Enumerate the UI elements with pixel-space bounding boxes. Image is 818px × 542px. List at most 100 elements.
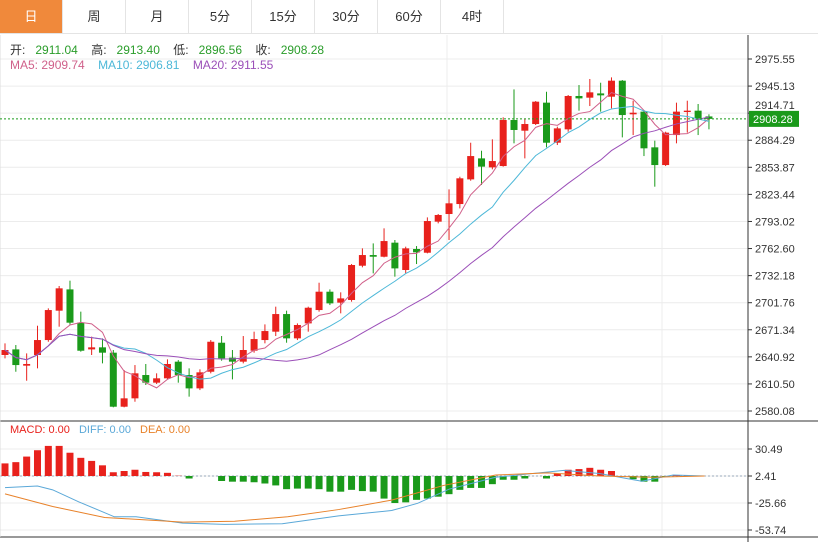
macd-bar (510, 476, 518, 480)
candle (44, 308, 52, 342)
candle-body (380, 241, 388, 257)
y-tick-label: 2701.76 (755, 298, 795, 310)
macd-bar (629, 476, 637, 480)
candle (98, 338, 106, 364)
diff-value: DIFF: 0.00 (78, 424, 131, 436)
high-label: 高: (91, 43, 107, 57)
macd-bar (423, 476, 431, 499)
candle-body (672, 111, 680, 136)
macd-bar (283, 476, 291, 490)
candle-body (434, 214, 442, 222)
candle (488, 139, 496, 170)
ma10-value: MA10: 2906.81 (98, 58, 180, 72)
macd-bar (293, 476, 301, 489)
macd-bar (163, 472, 171, 476)
candle-body (315, 291, 323, 311)
candle-body (369, 255, 377, 257)
macd-bar (228, 476, 236, 482)
y-tick-label: 2884.29 (755, 135, 795, 147)
candle (586, 78, 594, 107)
candle (705, 114, 713, 130)
candle-body (564, 95, 572, 130)
y-tick-label: 2823.44 (755, 189, 795, 201)
candle (434, 214, 442, 224)
ma5-value: MA5: 2909.74 (10, 58, 85, 72)
tab-60min[interactable]: 60分 (378, 0, 441, 33)
candle-body (174, 361, 182, 376)
candle (23, 353, 31, 381)
y-tick-label: 2671.34 (755, 325, 795, 337)
candle (499, 117, 507, 167)
candle (131, 365, 139, 402)
macd-bar (272, 476, 280, 486)
candle-body (304, 307, 312, 324)
candle (88, 336, 96, 355)
macd-bar (445, 476, 453, 495)
candle (304, 306, 312, 332)
candle-body (651, 147, 659, 166)
candle (402, 246, 410, 274)
candle-body (456, 178, 464, 205)
candle-body (575, 95, 583, 99)
macd-bar (467, 476, 475, 488)
candle (66, 280, 74, 326)
tab-15min[interactable]: 15分 (252, 0, 315, 33)
macd-bar (261, 476, 269, 484)
tab-day[interactable]: 日 (0, 0, 63, 33)
candle-body (44, 310, 52, 341)
y-tick-label: 2640.92 (755, 352, 795, 364)
y-tick-label: 2914.71 (755, 100, 795, 112)
y-tick-label: 2580.08 (755, 406, 795, 418)
macd-bar (1, 463, 9, 476)
macd-bar (315, 476, 323, 490)
candle-body (402, 248, 410, 270)
candle-body (250, 339, 258, 351)
candle (77, 311, 85, 352)
y-tick-label: 2762.60 (755, 244, 795, 256)
candle (672, 102, 680, 144)
candle-body (423, 221, 431, 253)
macd-bar (543, 476, 550, 479)
candle (109, 350, 117, 408)
candle (618, 80, 626, 138)
macd-bar (142, 471, 150, 476)
tab-5min[interactable]: 5分 (189, 0, 252, 33)
ma10-line (4, 105, 710, 380)
macd-bar (326, 476, 334, 492)
candle (1, 343, 9, 359)
macd-bar (239, 476, 247, 482)
y-tick-label: 2610.50 (755, 379, 795, 391)
tab-30min[interactable]: 30分 (315, 0, 378, 33)
candle (326, 289, 334, 306)
candle (423, 217, 431, 254)
candle-body (293, 325, 301, 339)
candle-body (337, 298, 345, 303)
candle (207, 340, 215, 374)
tab-week[interactable]: 周 (63, 0, 126, 33)
macd-bar (77, 457, 85, 476)
tab-month[interactable]: 月 (126, 0, 189, 33)
candle-body (326, 291, 334, 304)
low-value: 2896.56 (198, 43, 242, 57)
candle (153, 373, 161, 385)
candle (315, 282, 323, 312)
candle (478, 150, 486, 185)
macd-bar (185, 476, 193, 479)
candle-body (467, 156, 475, 180)
candle-body (629, 112, 637, 115)
macd-bar (564, 469, 572, 476)
candle-body (109, 352, 117, 407)
macd-y-tick-label: 30.49 (755, 444, 783, 456)
macd-bar (553, 473, 561, 476)
macd-bar (586, 467, 594, 476)
last-price-tag (749, 110, 799, 127)
candle (142, 363, 150, 385)
tab-4hour[interactable]: 4时 (441, 0, 504, 33)
candle-body (607, 80, 615, 97)
candle-body (694, 110, 702, 119)
candle (358, 248, 366, 268)
macd-bar (488, 476, 496, 485)
macd-value: MACD: 0.00 (10, 424, 70, 436)
macd-bar (434, 476, 442, 497)
